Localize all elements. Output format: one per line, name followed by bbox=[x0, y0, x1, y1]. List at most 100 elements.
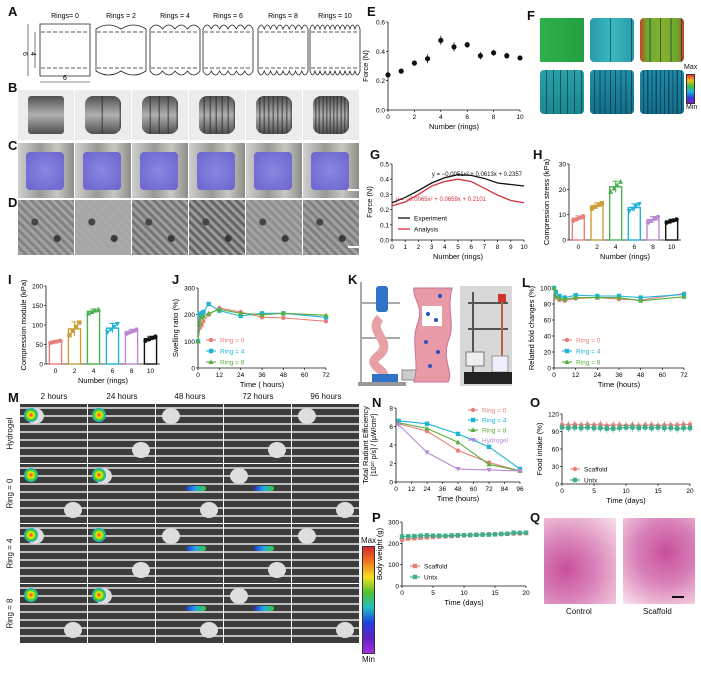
x-tick-label: 0 bbox=[400, 590, 404, 597]
y-tick-label: 60 bbox=[544, 318, 552, 325]
data-point bbox=[517, 530, 522, 536]
c-scaffold-photo bbox=[246, 143, 302, 198]
y-axis-label: Total Radiant Efficiency bbox=[362, 406, 370, 484]
bar bbox=[48, 341, 63, 365]
data-point bbox=[687, 425, 693, 431]
e-data-point bbox=[411, 60, 417, 66]
m-intestine-image bbox=[156, 524, 223, 583]
m-column-header: 72 hours bbox=[242, 392, 274, 401]
bar-point bbox=[108, 327, 114, 333]
panel-label-H: H bbox=[533, 147, 543, 162]
chart-j: 0 100 200 300 0 12 24 36 48 60 72 Time ( hours) Swel… bbox=[172, 286, 330, 390]
dim-height: 6 bbox=[21, 52, 28, 56]
rings-label: Rings= 0 bbox=[51, 13, 79, 20]
panel-label-J: J bbox=[172, 272, 180, 287]
m-fluorescence-signal bbox=[92, 528, 106, 542]
legend-label: Scaffold bbox=[424, 564, 448, 571]
f-simulation-map bbox=[540, 18, 584, 62]
m-row-header: Hydrogel bbox=[5, 417, 15, 450]
legend-label: Hydrogel bbox=[482, 438, 509, 445]
x-axis-label: Number (rings) bbox=[433, 252, 484, 261]
panel-label-C: C bbox=[8, 138, 18, 153]
x-tick-label: 60 bbox=[301, 372, 309, 379]
data-point bbox=[594, 295, 600, 300]
data-point bbox=[630, 425, 635, 430]
data-point bbox=[649, 425, 654, 431]
g-line-analysis bbox=[391, 178, 525, 207]
data-point bbox=[675, 426, 680, 431]
data-point bbox=[668, 425, 673, 431]
m-intestine-image bbox=[20, 584, 87, 643]
y-tick-label: 0.2 bbox=[376, 78, 385, 85]
chart-o: 0 30 60 90 120 0 5 10 15 20 Time (days) Food intake… bbox=[535, 412, 694, 506]
b-cylinder-model bbox=[28, 96, 64, 134]
data-point bbox=[623, 425, 629, 430]
x-tick-label: 15 bbox=[491, 590, 499, 597]
x-tick-label: 2 bbox=[417, 244, 421, 251]
bar-point bbox=[149, 335, 155, 341]
data-point bbox=[638, 295, 643, 300]
bar-point bbox=[85, 310, 92, 316]
y-tick-label: 0 bbox=[547, 366, 551, 373]
q-histology-control bbox=[544, 518, 616, 604]
data-point bbox=[395, 422, 402, 428]
m-row-header: Ring = 4 bbox=[5, 538, 15, 569]
x-axis-label: Time (hours) bbox=[437, 494, 480, 503]
dim-inner: 4 bbox=[29, 52, 36, 56]
y-tick-label: 50 bbox=[36, 342, 44, 349]
data-point bbox=[474, 532, 479, 537]
bar bbox=[124, 330, 139, 365]
q-histology-scaffold bbox=[623, 518, 695, 604]
data-point bbox=[553, 293, 559, 298]
legend-marker bbox=[412, 574, 418, 580]
y-tick-label: 0 bbox=[39, 362, 43, 369]
data-point bbox=[281, 315, 286, 321]
m-stomach bbox=[132, 562, 150, 578]
x-tick-label: 15 bbox=[654, 488, 662, 495]
panel-label-L: L bbox=[522, 275, 530, 290]
d-sem-image bbox=[246, 200, 302, 255]
data-point bbox=[553, 289, 559, 295]
panel-m-grid bbox=[20, 404, 360, 644]
bar-point bbox=[636, 202, 642, 207]
legend-marker bbox=[470, 427, 476, 432]
y-tick-label: 200 bbox=[32, 284, 43, 291]
data-point bbox=[323, 319, 329, 324]
x-tick-label: 2 bbox=[73, 368, 77, 375]
panel-c-photos bbox=[18, 143, 362, 198]
data-point bbox=[562, 296, 568, 302]
x-tick-label: 12 bbox=[408, 486, 416, 493]
x-tick-label: 72 bbox=[485, 486, 493, 493]
bar-point bbox=[599, 200, 605, 206]
bar-point bbox=[614, 182, 620, 188]
bar-point bbox=[67, 333, 72, 338]
legend-label: Ring = 0 bbox=[576, 338, 601, 345]
g-equation: y = −0.0051x² + 0.0613x + 0.2357 bbox=[432, 172, 523, 178]
data-point bbox=[259, 312, 265, 317]
scaffold-outline bbox=[95, 24, 147, 76]
data-point bbox=[424, 450, 430, 455]
e-data-point bbox=[398, 68, 404, 74]
data-point bbox=[486, 461, 492, 467]
bar-point bbox=[134, 327, 139, 332]
panel-label-M: M bbox=[8, 390, 19, 405]
m-stomach bbox=[336, 622, 354, 638]
legend-marker bbox=[208, 337, 214, 343]
data-point bbox=[517, 468, 523, 474]
legend-marker bbox=[564, 359, 570, 364]
x-tick-label: 5 bbox=[431, 590, 435, 597]
e-data-point bbox=[451, 44, 457, 50]
data-point bbox=[455, 439, 461, 445]
scaffold-outline bbox=[257, 24, 309, 76]
panel-a-schematics: Rings= 0 Rings = 2 Rings = 4 Rings = 6 Rings… bbox=[21, 13, 361, 83]
m-stomach bbox=[64, 502, 82, 518]
m-fluorescence-signal bbox=[92, 408, 106, 422]
data-point bbox=[238, 310, 244, 316]
k-intestine-zoom bbox=[413, 287, 453, 383]
x-axis-label: Number (rings) bbox=[78, 376, 129, 385]
bar-point bbox=[114, 321, 120, 327]
legend-label: Untx bbox=[584, 478, 598, 485]
x-tick-label: 6 bbox=[633, 244, 637, 251]
bar-point bbox=[593, 204, 598, 209]
